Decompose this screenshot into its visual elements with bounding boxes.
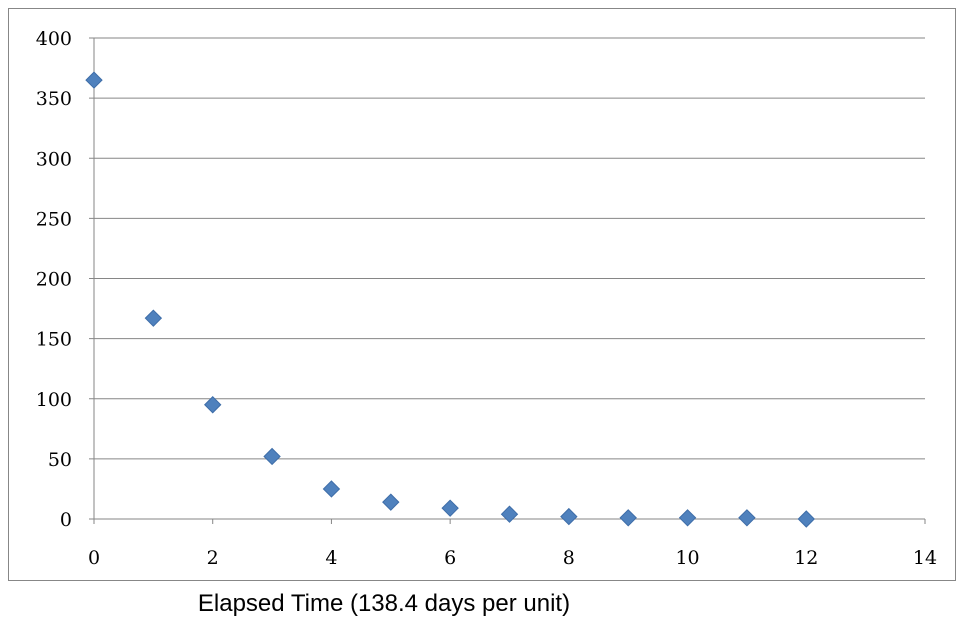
x-tick-label: 8 — [563, 547, 575, 569]
x-tick-label: 14 — [913, 547, 937, 569]
data-point — [204, 396, 222, 414]
data-point — [560, 507, 578, 526]
y-tick-label: 350 — [36, 88, 72, 110]
x-tick-label: 4 — [325, 547, 337, 569]
y-tick-label: 400 — [36, 28, 72, 50]
y-tick-label: 100 — [36, 389, 72, 411]
data-point — [619, 509, 637, 527]
x-axis-label: Elapsed Time (138.4 days per unit) — [197, 590, 571, 617]
x-tick-label: 6 — [444, 547, 456, 569]
data-point — [500, 505, 519, 523]
data-point — [441, 499, 459, 517]
data-point — [797, 510, 815, 528]
y-tick-label: 0 — [60, 509, 72, 531]
data-point — [322, 480, 341, 498]
x-tick-label: 0 — [88, 547, 100, 569]
x-tick-label: 2 — [207, 547, 219, 569]
y-tick-label: 250 — [36, 208, 72, 230]
data-point — [85, 71, 103, 89]
data-point — [382, 493, 400, 511]
x-tick-label: 10 — [675, 547, 699, 569]
data-point — [263, 447, 281, 466]
data-point — [144, 309, 163, 327]
x-tick-label: 12 — [794, 547, 818, 569]
data-point — [678, 509, 697, 527]
y-tick-label: 300 — [36, 148, 72, 170]
y-tick-label: 150 — [36, 329, 72, 351]
y-tick-label: 50 — [48, 449, 72, 471]
data-point — [738, 509, 756, 527]
chart-area — [8, 8, 956, 581]
y-tick-label: 200 — [36, 269, 72, 291]
